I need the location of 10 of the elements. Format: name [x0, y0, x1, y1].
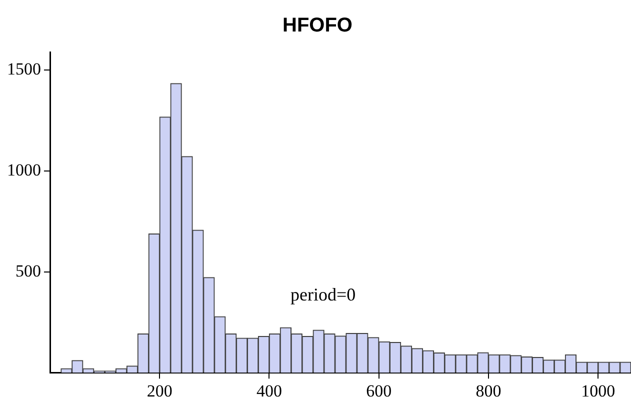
y-tick-label: 500: [16, 261, 41, 280]
x-tick-label: 800: [476, 381, 502, 400]
y-tick-label: 1500: [7, 60, 41, 79]
x-tick-label: 400: [256, 381, 282, 400]
annotation: period=0: [290, 284, 356, 304]
x-tick-label: 1000: [581, 381, 616, 400]
x-tick-label: 600: [366, 381, 392, 400]
x-tick-label: 200: [146, 381, 172, 400]
y-tick-label: 1000: [7, 160, 41, 180]
chart-title: HFOFO: [282, 14, 352, 37]
